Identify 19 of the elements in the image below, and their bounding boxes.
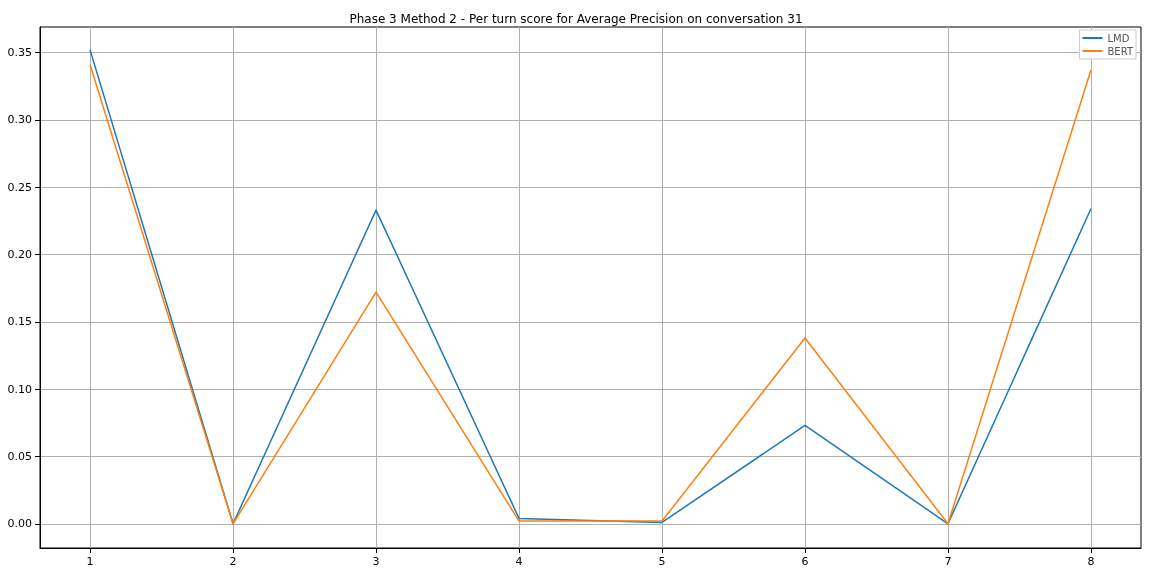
y-tick-label: 0.15 [7,315,32,329]
x-tick-label: 4 [515,555,523,568]
x-tick-label: 2 [229,555,237,568]
x-tick-label: 8 [1087,555,1095,568]
y-tick-label: 0.20 [7,248,32,262]
y-tick-label: 0.30 [7,113,32,127]
y-tick-label: 0.05 [7,449,32,463]
x-tick-label: 1 [86,555,94,568]
x-tick-label: 6 [801,555,809,568]
legend-label: LMD [1107,32,1130,44]
y-tick-label: 0.10 [7,382,32,396]
chart-title: Phase 3 Method 2 - Per turn score for Average Precision on conversation 31 [349,12,803,26]
y-tick-label: 0.25 [7,180,32,194]
x-tick-label: 3 [372,555,380,568]
x-tick-label: 7 [944,555,952,568]
legend-label: BERT [1107,45,1134,57]
y-tick-label: 0.35 [7,46,32,60]
x-tick-label: 5 [658,555,666,568]
y-tick-label: 0.00 [7,517,32,531]
